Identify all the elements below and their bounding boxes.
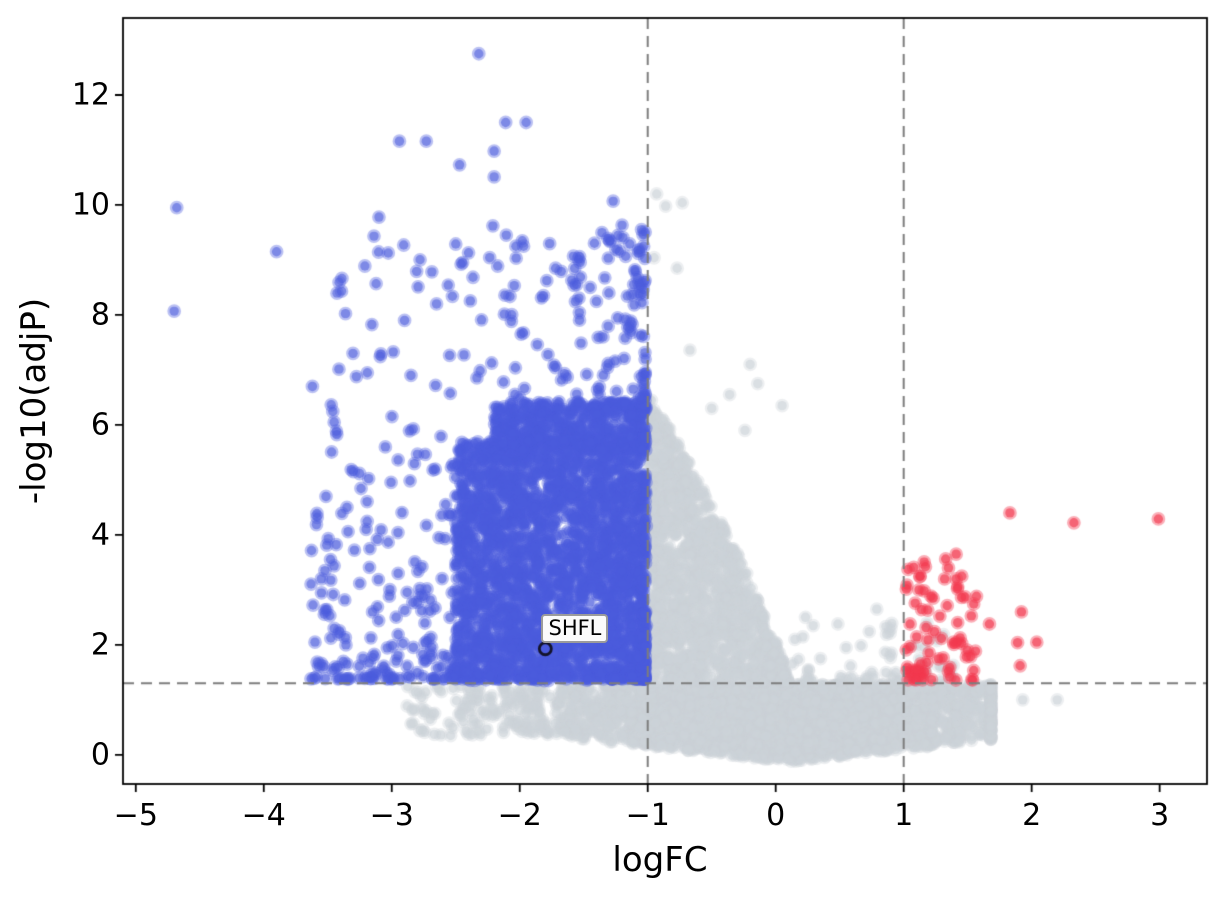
y-tick-label: 2	[90, 627, 110, 663]
y-tick-label: 10	[71, 187, 110, 223]
x-tick-label: −2	[497, 798, 542, 833]
y-tick-label: 12	[71, 77, 110, 113]
y-tick-label: 6	[90, 407, 110, 443]
y-tick-label: 0	[90, 737, 110, 773]
x-tick-label: 0	[766, 798, 786, 833]
x-tick-label: 1	[894, 798, 914, 833]
x-tick-label: −1	[625, 798, 670, 833]
x-tick-label: −3	[369, 798, 414, 833]
x-tick-label: −5	[113, 798, 158, 833]
y-tick-label: 8	[90, 297, 110, 333]
x-tick-label: 3	[1150, 798, 1170, 833]
x-tick-label: 2	[1022, 798, 1042, 833]
y-axis-label: -log10(adjP)	[14, 297, 54, 505]
gene-annotation-label: SHFL	[541, 614, 609, 644]
x-tick-label: −4	[241, 798, 286, 833]
x-axis-label: logFC	[612, 840, 708, 880]
y-tick-label: 4	[90, 517, 110, 553]
